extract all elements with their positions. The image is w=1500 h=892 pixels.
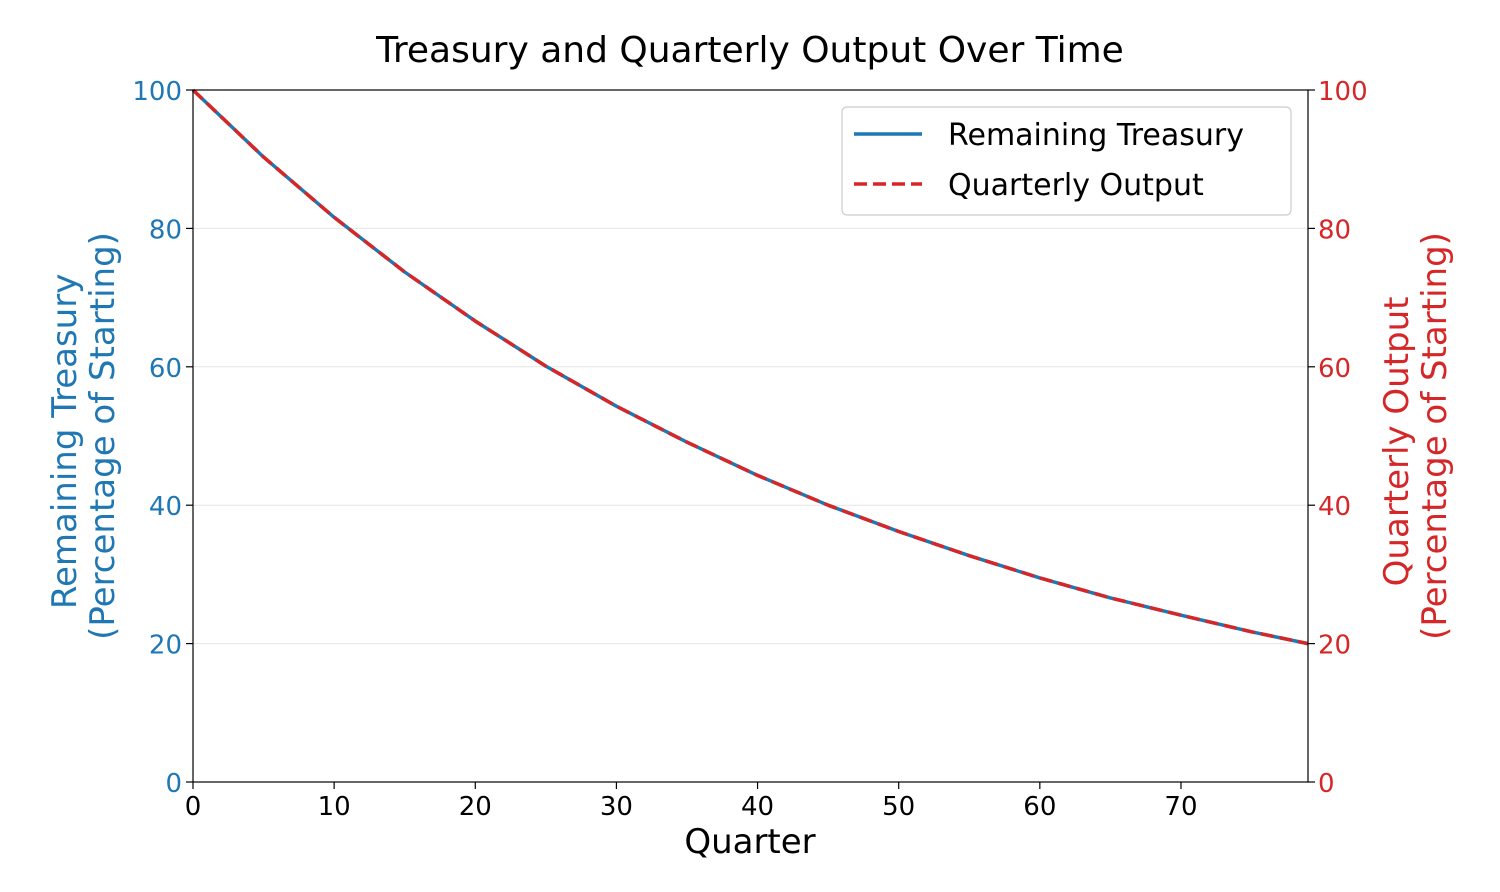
right-y-tick-label: 0 xyxy=(1318,769,1335,799)
right-y-axis-label: Quarterly Output (Percentage of Starting… xyxy=(1377,232,1455,640)
chart-title: Treasury and Quarterly Output Over Time xyxy=(375,30,1124,71)
left-y-axis-label-line2: (Percentage of Starting) xyxy=(83,232,123,640)
x-tick-label: 70 xyxy=(1164,792,1197,822)
left-y-tick-label: 60 xyxy=(149,354,182,384)
left-y-tick-label: 80 xyxy=(149,215,182,245)
legend-label-quarterly-output: Quarterly Output xyxy=(948,168,1204,203)
right-y-axis-ticks: 0 20 40 60 80 100 xyxy=(1308,77,1368,799)
x-tick-label: 30 xyxy=(600,792,633,822)
legend-box xyxy=(841,106,1292,216)
legend-label-remaining-treasury: Remaining Treasury xyxy=(948,118,1244,153)
x-axis-label: Quarter xyxy=(684,822,815,862)
left-y-tick-label: 40 xyxy=(149,492,182,522)
x-tick-label: 20 xyxy=(459,792,492,822)
left-y-axis-label: Remaining Treasury (Percentage of Starti… xyxy=(45,232,123,640)
right-y-axis-label-line2: (Percentage of Starting) xyxy=(1415,232,1455,640)
x-axis-ticks: 0 10 20 30 40 50 60 70 xyxy=(185,782,1198,822)
x-tick-label: 40 xyxy=(741,792,774,822)
legend: Remaining Treasury Quarterly Output xyxy=(841,106,1292,216)
left-y-tick-label: 100 xyxy=(132,77,182,107)
x-tick-label: 0 xyxy=(185,792,202,822)
right-y-tick-label: 80 xyxy=(1318,215,1351,245)
plot-lines xyxy=(191,88,1309,646)
right-y-tick-label: 20 xyxy=(1318,631,1351,661)
plot-frame xyxy=(192,89,1309,783)
left-y-axis-label-line1: Remaining Treasury xyxy=(45,274,85,609)
left-y-axis-ticks: 0 20 40 60 80 100 xyxy=(132,77,193,799)
series-line-quarterly-output xyxy=(191,88,1309,646)
right-y-tick-label: 100 xyxy=(1318,77,1368,107)
x-tick-label: 60 xyxy=(1023,792,1056,822)
left-y-tick-label: 20 xyxy=(149,631,182,661)
right-y-tick-label: 60 xyxy=(1318,354,1351,384)
x-tick-label: 50 xyxy=(882,792,915,822)
left-y-tick-label: 0 xyxy=(165,769,182,799)
right-y-tick-label: 40 xyxy=(1318,492,1351,522)
right-y-axis-label-line1: Quarterly Output xyxy=(1377,296,1417,586)
x-tick-label: 10 xyxy=(318,792,351,822)
